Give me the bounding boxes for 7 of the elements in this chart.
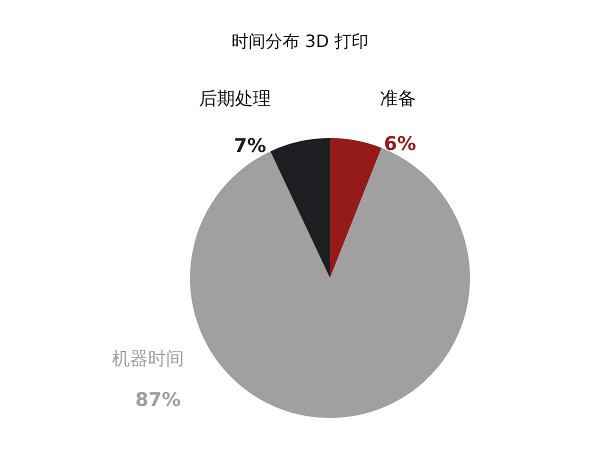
data-label: 87% <box>135 388 181 411</box>
data-label: 7% <box>234 134 266 157</box>
slice-label: 准备 <box>380 88 416 110</box>
data-label: 6% <box>384 132 416 155</box>
chart-title: 时间分布 3D 打印 <box>230 31 370 53</box>
slice-label: 机器时间 <box>112 348 184 370</box>
slice-label: 后期处理 <box>199 88 271 110</box>
